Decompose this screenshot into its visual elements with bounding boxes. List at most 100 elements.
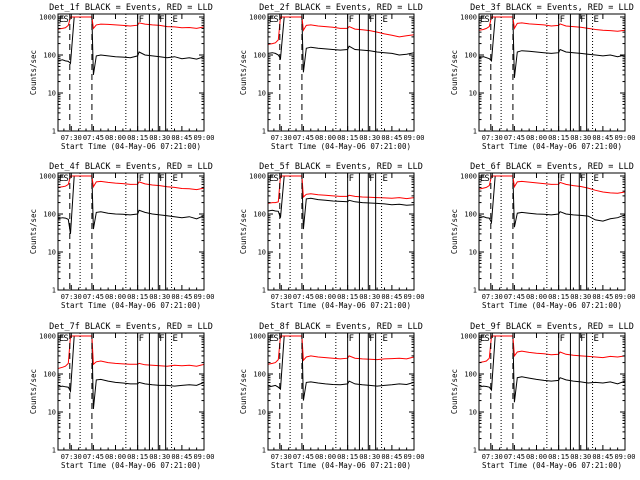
x-axis-label: Start Time (04-May-06 07:21:00): [271, 142, 411, 151]
panel-title: Det_3f BLACK = Events, RED = LLD: [470, 3, 634, 13]
marker-label-1: E: [59, 15, 64, 25]
x-tick-label: 08:00: [105, 453, 126, 461]
panel-title: Det_9f BLACK = Events, RED = LLD: [470, 322, 634, 332]
plot-frame: [57, 13, 205, 132]
marker-label-7: F: [349, 174, 354, 184]
marker-label-7: F: [349, 334, 354, 344]
marker-label-2: S: [273, 334, 278, 344]
x-tick-label: 09:00: [193, 293, 214, 301]
x-tick-label: 08:45: [592, 293, 613, 301]
marker-label-9: F: [159, 15, 164, 25]
y-tick-label: 100: [253, 371, 266, 379]
x-axis-label: Start Time (04-May-06 07:21:00): [271, 461, 411, 470]
x-axis-label: Start Time (04-May-06 07:21:00): [482, 461, 622, 470]
x-tick-label: 08:00: [315, 134, 336, 142]
x-tick-label: 08:15: [127, 453, 148, 461]
panel-title: Det_4f BLACK = Events, RED = LLD: [49, 162, 213, 172]
x-axis-label: Start Time (04-May-06 07:21:00): [271, 301, 411, 310]
marker-label-1: E: [480, 174, 485, 184]
y-tick-label: 100: [253, 211, 266, 219]
x-tick-label: 07:45: [293, 453, 314, 461]
y-tick-label: 1000: [39, 14, 56, 22]
x-tick-label: 07:45: [83, 453, 104, 461]
x-tick-label: 08:45: [592, 134, 613, 142]
y-axis-label: Counts/sec: [239, 50, 248, 95]
x-tick-label: 08:30: [149, 134, 170, 142]
marker-label-2: S: [63, 174, 68, 184]
y-axis-label: Counts/sec: [450, 209, 459, 254]
y-tick-label: 100: [253, 52, 266, 60]
plot-frame: [57, 172, 205, 291]
y-tick-label: 100: [464, 211, 477, 219]
series-events: [58, 335, 204, 410]
y-tick-label: 100: [464, 371, 477, 379]
y-axis-label: Counts/sec: [450, 50, 459, 95]
y-tick-label: 1: [52, 287, 56, 295]
x-tick-label: 09:00: [193, 453, 214, 461]
x-tick-label: 08:00: [315, 453, 336, 461]
marker-label-2: S: [273, 174, 278, 184]
marker-label-11: E: [594, 15, 599, 25]
x-tick-label: 07:30: [482, 134, 503, 142]
plot-frame: [478, 13, 626, 132]
x-tick-label: 07:30: [271, 453, 292, 461]
marker-label-9: F: [369, 334, 374, 344]
marker-label-2: S: [63, 15, 68, 25]
x-tick-label: 09:00: [614, 134, 635, 142]
x-tick-label: 08:15: [337, 453, 358, 461]
marker-label-2: S: [273, 15, 278, 25]
y-tick-label: 1000: [249, 173, 266, 181]
y-tick-label: 1000: [460, 333, 477, 341]
series-events: [268, 16, 414, 73]
y-tick-label: 1: [262, 447, 266, 455]
x-tick-label: 07:30: [482, 293, 503, 301]
y-tick-label: 1: [262, 128, 266, 136]
marker-label-9: F: [580, 174, 585, 184]
y-tick-label: 10: [48, 90, 56, 98]
series-events: [479, 335, 625, 403]
x-tick-label: 08:30: [359, 453, 380, 461]
y-tick-label: 1000: [460, 14, 477, 22]
y-tick-label: 100: [43, 52, 56, 60]
y-axis-label: Counts/sec: [29, 369, 38, 414]
y-tick-label: 1: [473, 128, 477, 136]
x-tick-label: 09:00: [403, 134, 424, 142]
x-tick-label: 07:45: [293, 134, 314, 142]
y-tick-label: 1000: [39, 173, 56, 181]
marker-label-1: E: [480, 15, 485, 25]
y-tick-label: 10: [48, 249, 56, 257]
y-tick-label: 10: [258, 249, 266, 257]
x-axis-label: Start Time (04-May-06 07:21:00): [61, 301, 201, 310]
panel-title: Det_2f BLACK = Events, RED = LLD: [259, 3, 423, 13]
x-tick-label: 08:45: [171, 293, 192, 301]
marker-label-9: F: [369, 15, 374, 25]
y-tick-label: 1: [52, 447, 56, 455]
y-tick-label: 10: [469, 90, 477, 98]
x-tick-label: 08:15: [548, 453, 569, 461]
y-tick-label: 10: [469, 409, 477, 417]
x-tick-label: 08:00: [315, 293, 336, 301]
marker-label-2: S: [484, 334, 489, 344]
x-tick-label: 08:00: [526, 453, 547, 461]
y-tick-label: 1000: [249, 333, 266, 341]
plot-frame: [478, 172, 626, 291]
y-tick-label: 1000: [39, 333, 56, 341]
marker-label-9: F: [159, 334, 164, 344]
x-tick-label: 07:45: [504, 134, 525, 142]
marker-label-11: E: [173, 174, 178, 184]
marker-label-9: F: [580, 15, 585, 25]
x-tick-label: 07:45: [83, 134, 104, 142]
marker-label-7: F: [560, 174, 565, 184]
x-tick-label: 08:45: [381, 293, 402, 301]
x-tick-label: 08:30: [149, 453, 170, 461]
y-axis-label: Counts/sec: [450, 369, 459, 414]
marker-label-1: E: [269, 15, 274, 25]
marker-label-1: E: [269, 334, 274, 344]
marker-label-2: S: [63, 334, 68, 344]
